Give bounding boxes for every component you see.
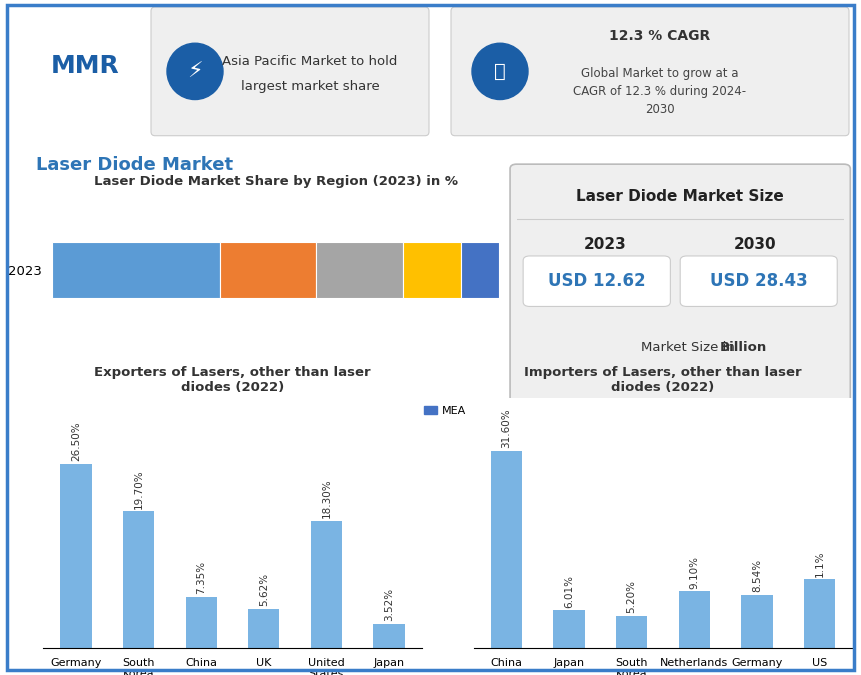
- Text: Laser Diode Market Size: Laser Diode Market Size: [576, 189, 784, 204]
- FancyBboxPatch shape: [523, 256, 671, 306]
- Text: 3.52%: 3.52%: [384, 588, 394, 621]
- Bar: [248, 609, 280, 648]
- FancyBboxPatch shape: [151, 7, 429, 136]
- Bar: [554, 610, 585, 648]
- Legend: Asia Pacific, Europe, North America, South America, MEA: Asia Pacific, Europe, North America, Sou…: [57, 402, 470, 421]
- Text: 7.35%: 7.35%: [196, 561, 206, 594]
- Circle shape: [472, 43, 528, 99]
- Text: USD 28.43: USD 28.43: [709, 272, 808, 290]
- Text: MMR: MMR: [51, 55, 120, 78]
- Text: 18.30%: 18.30%: [321, 479, 331, 518]
- Bar: [741, 595, 772, 648]
- Text: 2030: 2030: [734, 237, 777, 252]
- Bar: [678, 591, 710, 648]
- Bar: [123, 512, 154, 648]
- Text: 5.62%: 5.62%: [259, 573, 269, 606]
- Text: ⚡: ⚡: [187, 61, 203, 82]
- FancyBboxPatch shape: [451, 7, 849, 136]
- Text: largest market share: largest market share: [240, 80, 380, 93]
- Bar: [804, 579, 835, 648]
- Bar: [60, 464, 91, 648]
- Title: Exporters of Lasers, other than laser
diodes (2022): Exporters of Lasers, other than laser di…: [94, 367, 371, 394]
- Text: 🔥: 🔥: [494, 62, 506, 81]
- Bar: [616, 616, 647, 648]
- Bar: [403, 242, 461, 298]
- Bar: [317, 242, 403, 298]
- Bar: [461, 242, 499, 298]
- Title: Importers of Lasers, other than laser
diodes (2022): Importers of Lasers, other than laser di…: [524, 367, 802, 394]
- Circle shape: [167, 43, 223, 99]
- FancyBboxPatch shape: [510, 164, 851, 403]
- Bar: [491, 451, 522, 648]
- Text: 8.54%: 8.54%: [752, 559, 762, 592]
- Text: Asia Pacific Market to hold: Asia Pacific Market to hold: [222, 55, 398, 68]
- Text: USD 12.62: USD 12.62: [548, 272, 646, 290]
- Text: 2030: 2030: [645, 103, 675, 116]
- Bar: [220, 242, 317, 298]
- Text: 9.10%: 9.10%: [690, 556, 699, 589]
- Text: CAGR of 12.3 % during 2024-: CAGR of 12.3 % during 2024-: [573, 85, 746, 98]
- Text: Global Market to grow at a: Global Market to grow at a: [581, 67, 739, 80]
- Text: 2023: 2023: [584, 237, 626, 252]
- Bar: [185, 597, 217, 648]
- Text: 12.3 % CAGR: 12.3 % CAGR: [610, 29, 710, 43]
- FancyBboxPatch shape: [680, 256, 837, 306]
- Title: Laser Diode Market Share by Region (2023) in %: Laser Diode Market Share by Region (2023…: [94, 175, 457, 188]
- Bar: [374, 624, 405, 648]
- Text: Laser Diode Market: Laser Diode Market: [36, 157, 233, 174]
- Text: 31.60%: 31.60%: [501, 408, 511, 448]
- Bar: [311, 521, 342, 648]
- Text: 5.20%: 5.20%: [627, 580, 636, 613]
- Text: 26.50%: 26.50%: [71, 422, 81, 462]
- Text: Market Size in: Market Size in: [641, 342, 739, 354]
- Text: 19.70%: 19.70%: [133, 469, 144, 508]
- Bar: [52, 242, 220, 298]
- Text: 6.01%: 6.01%: [564, 575, 574, 608]
- Text: Billion: Billion: [720, 342, 766, 354]
- Text: 1.1%: 1.1%: [815, 550, 825, 577]
